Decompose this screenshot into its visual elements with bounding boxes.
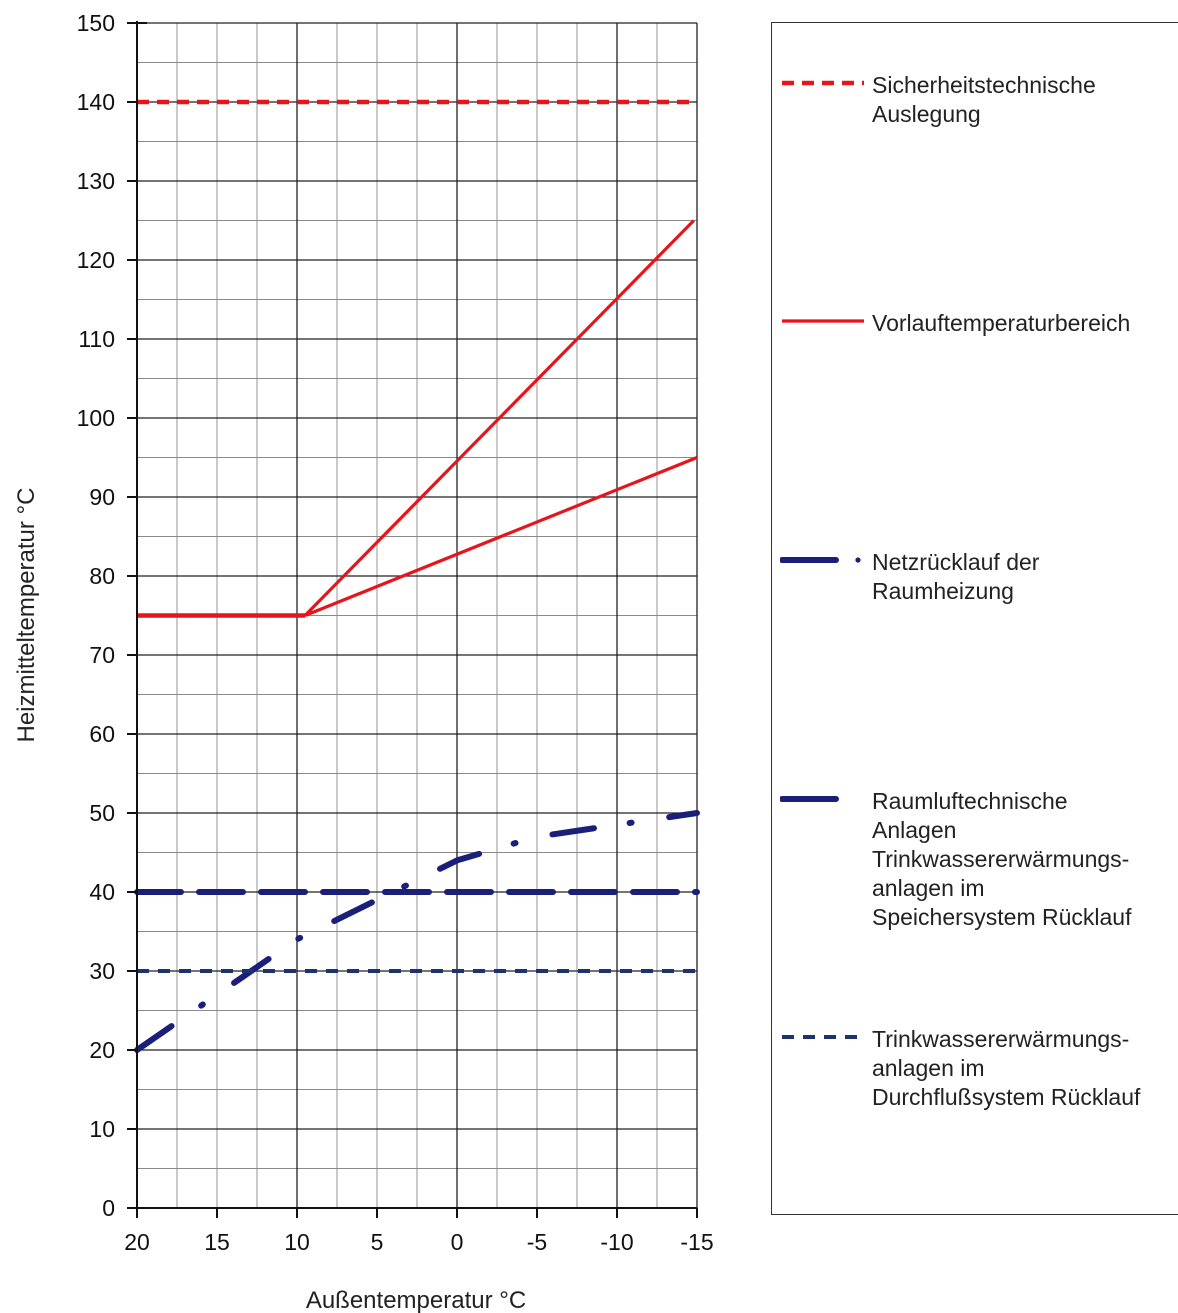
x-tick-label: 5 (371, 1229, 384, 1255)
y-tick-label: 100 (77, 405, 115, 431)
x-tick-label: 20 (124, 1229, 150, 1255)
series-line-solid (304, 456, 698, 617)
y-tick-label: 30 (89, 958, 115, 984)
x-tick-label: -5 (527, 1229, 547, 1255)
x-tick-label: -15 (680, 1229, 713, 1255)
legend-swatch-dashdot-blue (780, 557, 861, 563)
y-tick-label: 60 (89, 721, 115, 747)
y-tick-label: 50 (89, 800, 115, 826)
y-tick-label: 140 (77, 89, 115, 115)
y-tick-label: 130 (77, 168, 115, 194)
axes (127, 21, 698, 1218)
x-tick-label: -10 (600, 1229, 633, 1255)
x-tick-label: 10 (284, 1229, 310, 1255)
series-line-dashdot (134, 810, 700, 1053)
y-tick-label: 80 (89, 563, 115, 589)
legend-swatch-shortdash-blue (782, 1035, 864, 1039)
legend-swatch-solid-red (782, 319, 864, 323)
y-tick-label: 40 (89, 879, 115, 905)
legend-label: Trinkwassererwärmungs- anlagen im Durchf… (872, 1026, 1141, 1110)
legend-label: Raumluftechnische Anlagen Trinkwassererw… (872, 788, 1132, 930)
y-tick-label: 70 (89, 642, 115, 668)
legend-swatch-dashed-red (782, 80, 864, 86)
y-tick-label: 0 (102, 1195, 115, 1221)
x-tick-label: 15 (204, 1229, 230, 1255)
y-tick-label: 90 (89, 484, 115, 510)
y-tick-label: 10 (89, 1116, 115, 1142)
x-axis-title: Außentemperatur °C (306, 1287, 526, 1313)
series-layer (134, 99, 700, 1053)
y-tick-label: 150 (77, 10, 115, 36)
legend-swatch-dot (855, 557, 861, 563)
y-tick-label: 110 (78, 326, 115, 352)
minor-grid (137, 23, 697, 1208)
y-tick-label: 20 (89, 1037, 115, 1063)
series-line-solid (303, 219, 695, 617)
legend-label: Sicherheitstechnische Auslegung (872, 72, 1096, 127)
x-tick-label: 0 (451, 1229, 464, 1255)
legend-label: Vorlauftemperaturbereich (872, 310, 1131, 336)
legend-swatch-longdash-blue (780, 796, 839, 802)
y-tick-label: 120 (77, 247, 115, 273)
legend: Sicherheitstechnische Auslegung Vorlauft… (771, 22, 1178, 1215)
y-axis-title: Heizmitteltemperatur °C (13, 488, 40, 743)
legend-label: Netzrücklauf der Raumheizung (872, 549, 1040, 604)
